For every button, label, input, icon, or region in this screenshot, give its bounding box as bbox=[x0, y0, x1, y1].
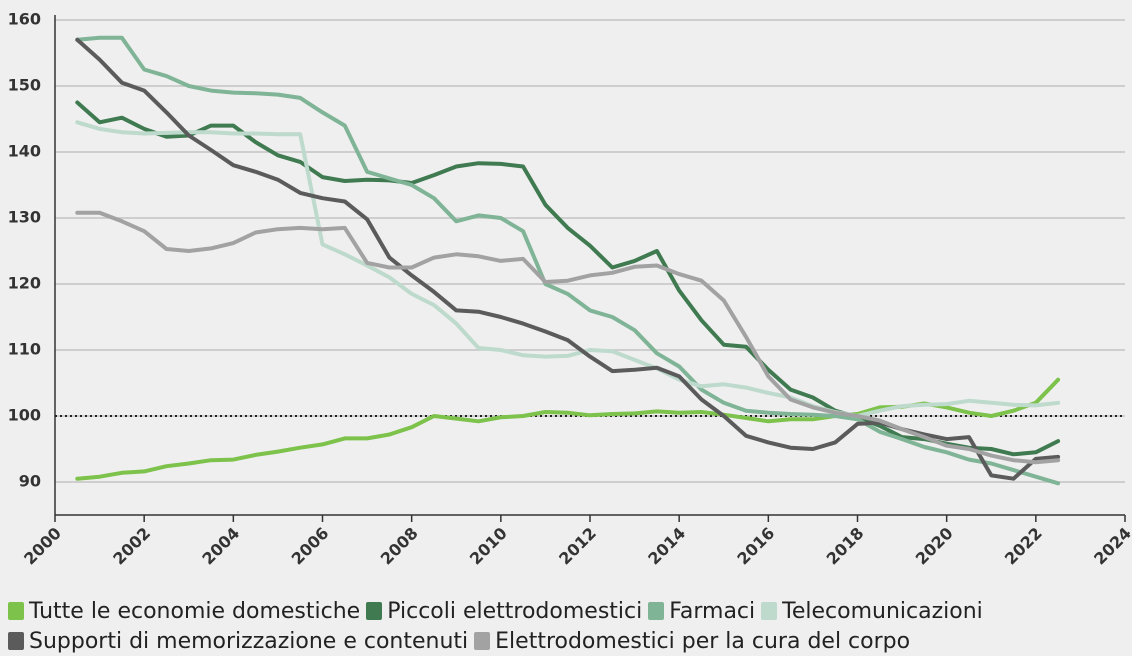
series-line bbox=[75, 210, 1061, 465]
x-tick-label: 2014 bbox=[644, 524, 689, 569]
legend-item: Elettrodomestici per la cura del corpo bbox=[474, 629, 910, 654]
legend-item: Telecomunicazioni bbox=[761, 599, 983, 624]
legend-swatch bbox=[8, 602, 24, 620]
x-tick-label: 2012 bbox=[555, 524, 600, 569]
series-line bbox=[75, 35, 1061, 486]
legend-swatch bbox=[366, 602, 383, 620]
legend-label: Elettrodomestici per la cura del corpo bbox=[495, 628, 911, 654]
chart: 90 100 110 120 130 140 150 160 2000 2002 2004 2006 2… bbox=[8, 10, 1132, 569]
y-tick-label: 120 bbox=[8, 274, 41, 293]
series-line bbox=[75, 120, 1061, 418]
y-tick-label: 150 bbox=[8, 76, 41, 95]
y-tick-label: 140 bbox=[8, 142, 41, 161]
y-tick-label: 160 bbox=[8, 10, 41, 29]
legend-label: Tutte le economie domestiche bbox=[29, 598, 361, 624]
legend-label: Telecomunicazioni bbox=[782, 598, 983, 624]
legend-swatch bbox=[474, 632, 491, 650]
legend-item: Piccoli elettrodomestici bbox=[366, 599, 642, 624]
legend-item: Supporti di memorizzazione e contenuti bbox=[8, 629, 468, 654]
legend-swatch bbox=[648, 602, 665, 620]
x-tick-label: 2008 bbox=[377, 524, 422, 569]
x-tick-label: 2024 bbox=[1090, 524, 1132, 569]
x-tick-label: 2010 bbox=[466, 524, 511, 569]
x-tick-label: 2016 bbox=[733, 524, 778, 569]
y-tick-label: 90 bbox=[19, 472, 41, 491]
legend-item: Tutte le economie domestiche bbox=[8, 599, 360, 624]
legend-swatch bbox=[8, 632, 24, 650]
x-tick-label: 2004 bbox=[198, 524, 243, 569]
x-tick-label: 2000 bbox=[20, 524, 65, 569]
legend: Tutte le economie domestiche Piccoli elet… bbox=[8, 596, 1128, 656]
x-tick-label: 2022 bbox=[1001, 524, 1046, 569]
x-tick-label: 2020 bbox=[912, 524, 957, 569]
x-tick-label: 2018 bbox=[823, 524, 868, 569]
legend-label: Supporti di memorizzazione e contenuti bbox=[29, 628, 469, 654]
legend-item: Farmaci bbox=[648, 599, 755, 624]
x-tick-label: 2006 bbox=[288, 524, 333, 569]
legend-swatch bbox=[761, 602, 778, 620]
series-line bbox=[75, 100, 1061, 457]
y-tick-label: 130 bbox=[8, 208, 41, 227]
legend-label: Piccoli elettrodomestici bbox=[387, 598, 643, 624]
legend-row: Supporti di memorizzazione e contenuti El… bbox=[8, 626, 1128, 656]
legend-row: Tutte le economie domestiche Piccoli elet… bbox=[8, 596, 1128, 626]
y-tick-label: 110 bbox=[8, 340, 41, 359]
legend-label: Farmaci bbox=[669, 598, 756, 624]
y-tick-label: 100 bbox=[8, 406, 41, 425]
x-tick-label: 2002 bbox=[109, 524, 154, 569]
series-line bbox=[75, 377, 1061, 481]
